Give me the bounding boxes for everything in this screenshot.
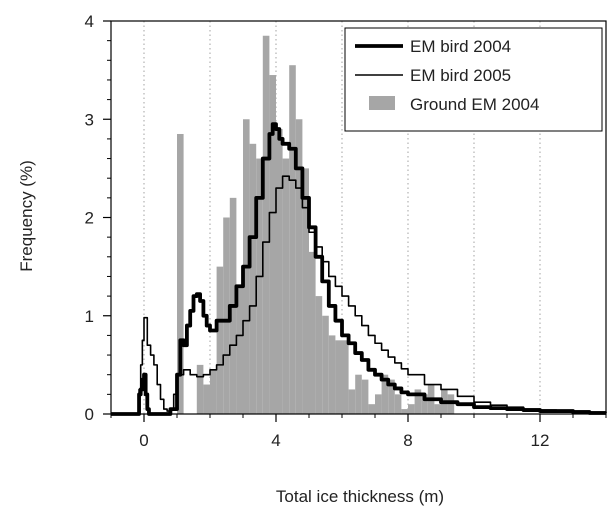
x-axis-label: Total ice thickness (m) — [276, 487, 444, 506]
histogram-bar — [447, 394, 455, 414]
legend-label-em-bird-2004: EM bird 2004 — [410, 37, 511, 56]
histogram-bar — [289, 65, 296, 415]
histogram-bar — [210, 369, 217, 414]
series-lines — [111, 122, 607, 416]
histogram-bar — [302, 168, 309, 414]
histogram-bar — [348, 389, 356, 414]
histogram-bar — [295, 119, 303, 414]
histogram-bar — [394, 394, 402, 414]
histogram-bar — [276, 129, 283, 414]
histogram-bar — [256, 158, 263, 414]
x-tick-label: 12 — [531, 431, 550, 450]
histogram-bar — [262, 35, 270, 415]
histogram-bar — [309, 251, 316, 414]
y-tick-label: 1 — [85, 307, 94, 326]
y-tick-label: 2 — [85, 209, 94, 228]
histogram-bar — [355, 374, 362, 414]
histogram-bar — [328, 335, 336, 414]
legend-swatch-ground-em-2004 — [369, 96, 395, 110]
histogram-bar — [216, 266, 224, 414]
histogram-bar — [414, 389, 422, 414]
histogram-bar — [236, 286, 243, 414]
histogram-bar — [381, 374, 389, 414]
histogram-bar — [335, 340, 342, 414]
histogram-bar — [196, 364, 204, 414]
legend-label-ground-em-2004: Ground EM 2004 — [410, 95, 539, 114]
y-tick-label: 4 — [85, 12, 94, 31]
histogram-bar — [408, 404, 415, 414]
histogram-bar — [361, 379, 369, 414]
legend: EM bird 2004 EM bird 2005 Ground EM 2004 — [344, 27, 603, 132]
series-line-em-bird-2004 — [111, 122, 606, 416]
histogram-bar — [203, 384, 210, 414]
histogram-bar — [421, 394, 428, 414]
histogram-bar — [269, 75, 276, 414]
x-tick-label: 0 — [139, 431, 148, 450]
legend-label-em-bird-2005: EM bird 2005 — [410, 66, 511, 85]
histogram-bar — [177, 133, 184, 415]
histogram-bar — [401, 409, 408, 414]
y-tick-label: 3 — [85, 110, 94, 129]
histogram-bar — [342, 340, 349, 414]
histogram-bar — [434, 404, 441, 414]
histogram-bar — [315, 296, 323, 414]
histogram-bar — [282, 158, 290, 414]
y-axis-label: Frequency (%) — [17, 160, 36, 271]
histogram-bar — [368, 404, 375, 414]
x-tick-label: 4 — [271, 431, 280, 450]
histogram-bar — [388, 379, 395, 414]
histogram-bar — [322, 315, 329, 414]
x-tick-label: 8 — [403, 431, 412, 450]
series-line-em-bird-2005 — [111, 175, 607, 415]
histogram-bar — [249, 143, 257, 414]
histogram-bar — [375, 394, 382, 414]
y-tick-label: 0 — [85, 405, 94, 424]
histogram-bar — [223, 217, 230, 414]
